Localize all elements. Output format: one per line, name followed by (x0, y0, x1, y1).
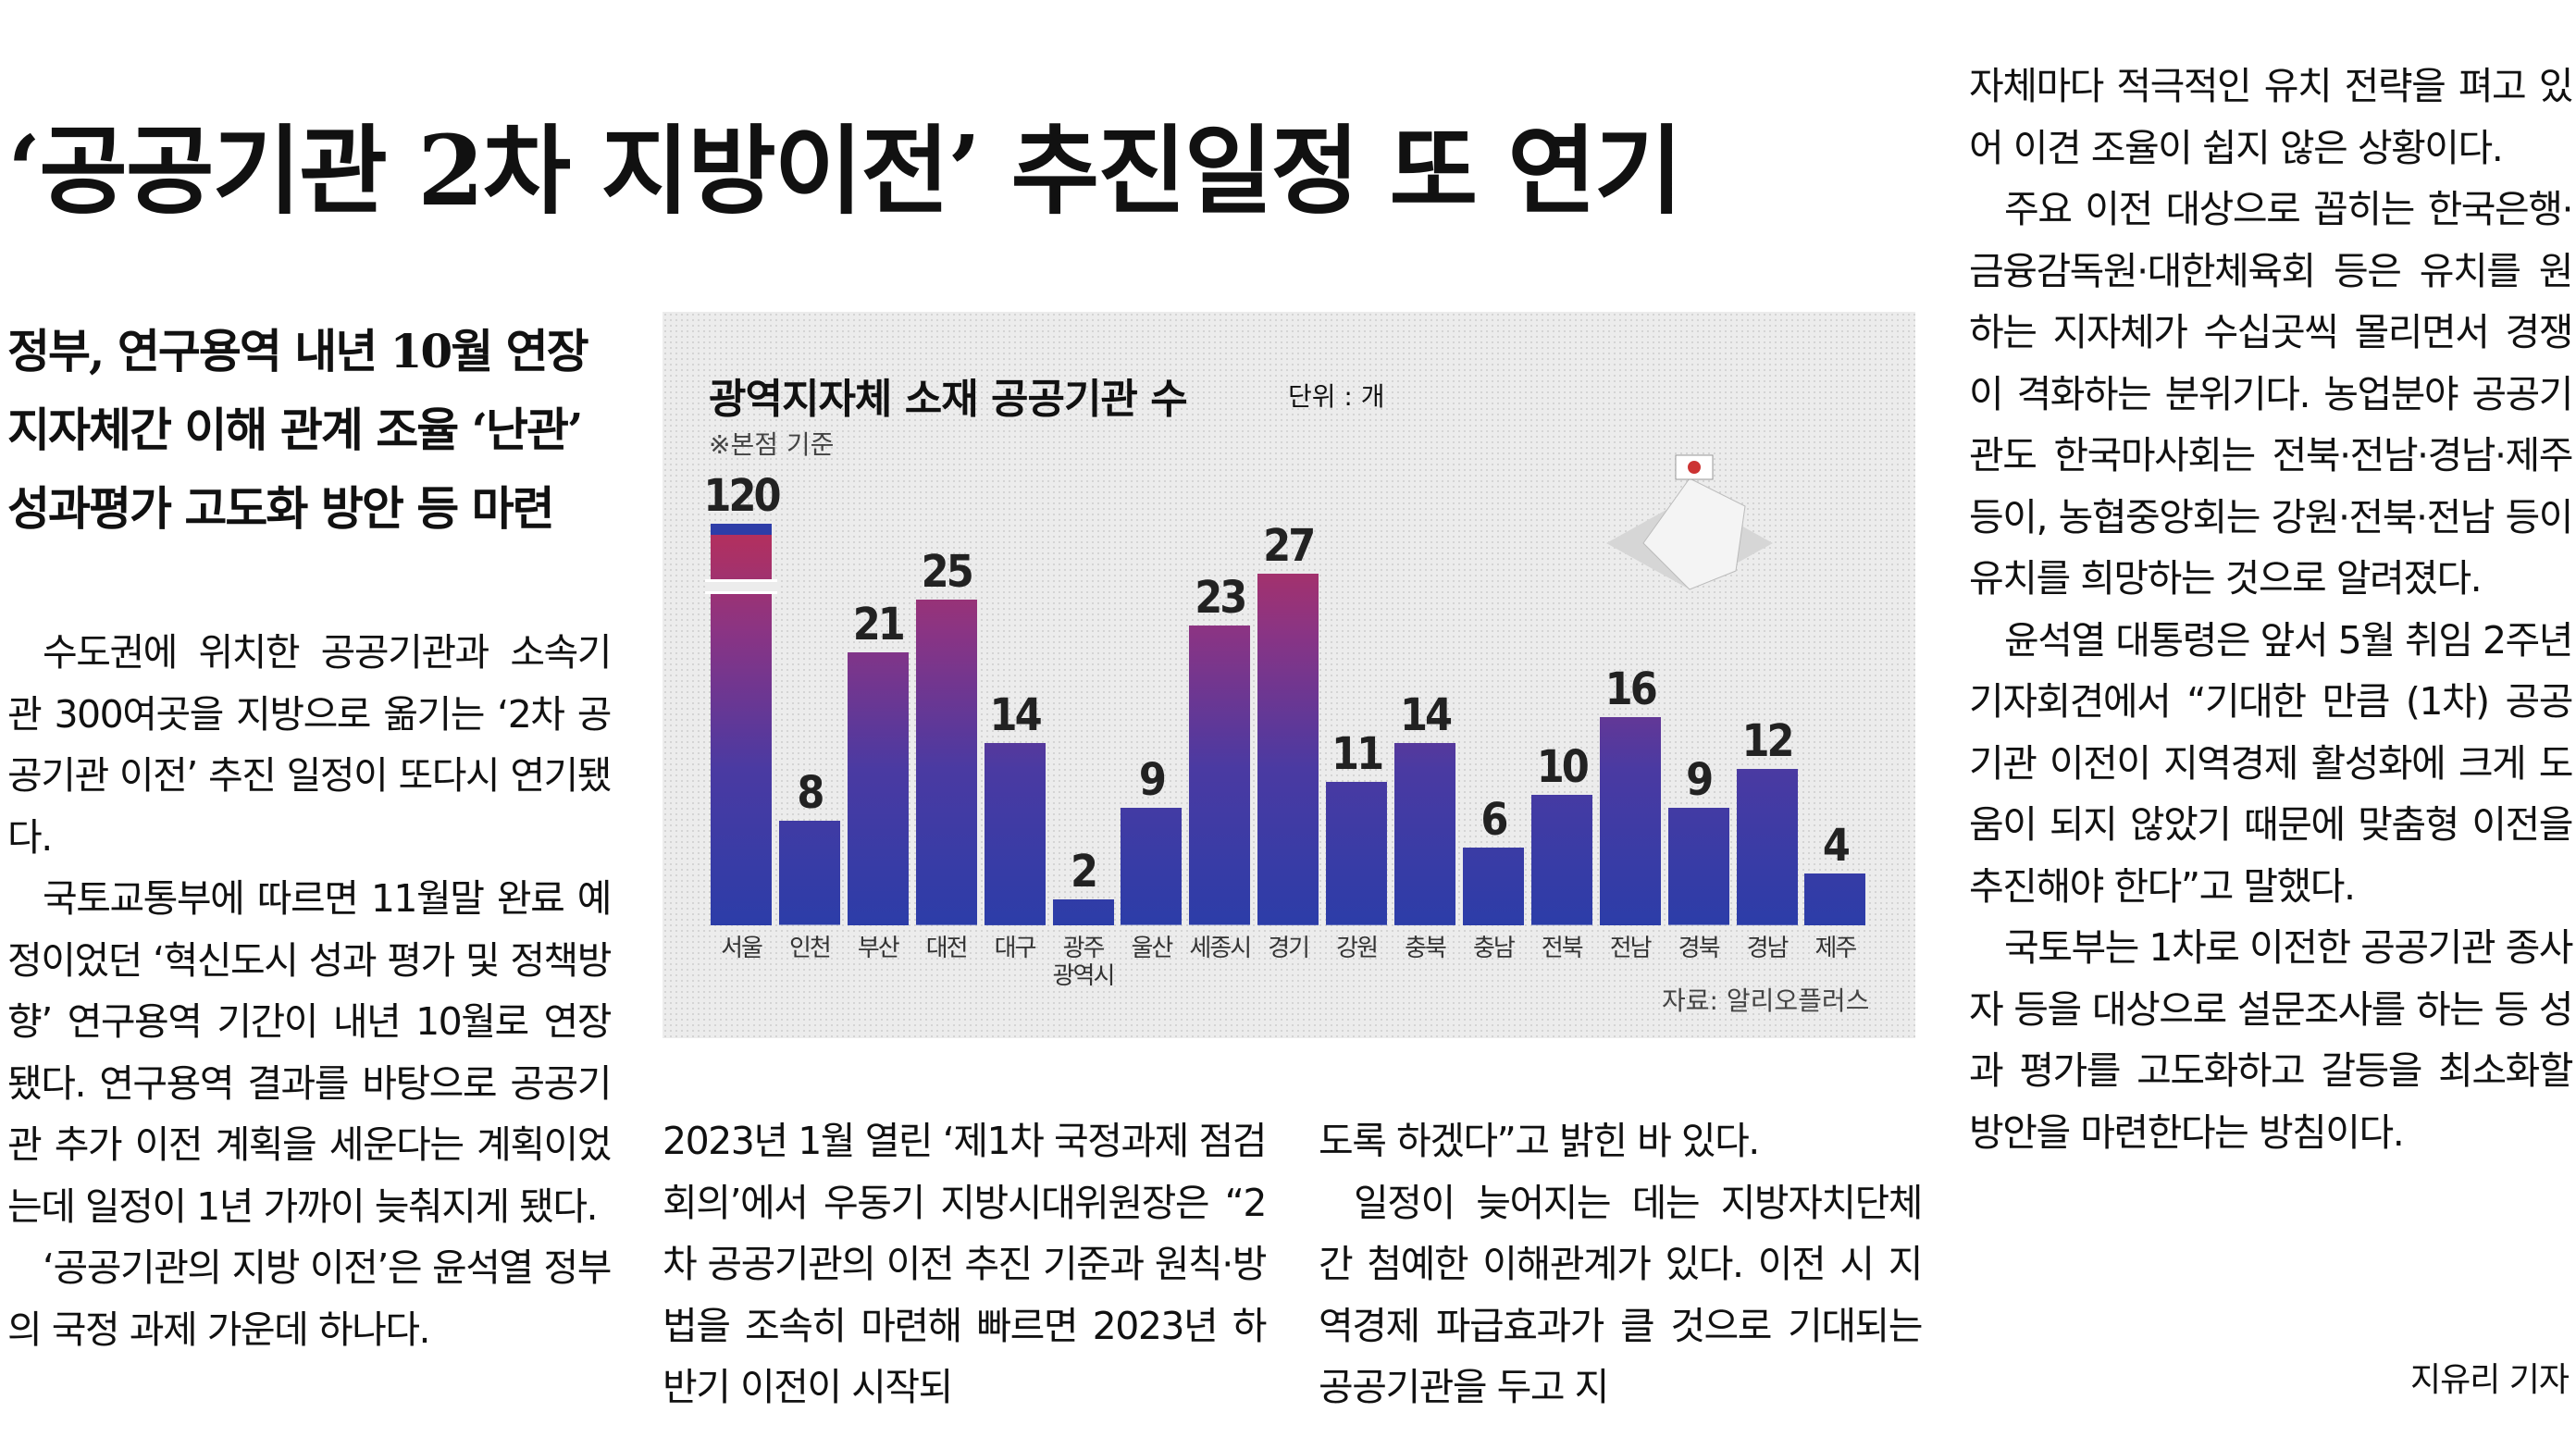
chart: 광역지자체 소재 공공기관 수 단위 : 개 ※본점 기준 자료: 알리오플러스… (663, 312, 1915, 1038)
x-tick-label: 강원 (1336, 935, 1379, 962)
bar (1736, 769, 1798, 925)
chart-title: 광역지자체 소재 공공기관 수 (709, 376, 1188, 423)
illustration (1606, 454, 1773, 590)
x-tick-label: 광주 광역시 (1052, 935, 1116, 990)
x-tick-label: 세종시 (1189, 935, 1252, 962)
x-tick-label: 경북 (1678, 935, 1721, 962)
x-tick-label: 대구 (994, 935, 1037, 962)
subhead: 성과평가 고도화 방안 등 마련 (7, 481, 555, 536)
bar (1052, 898, 1114, 925)
x-tick-label: 전북 (1541, 935, 1584, 962)
x-tick-label: 경기 (1268, 935, 1310, 962)
x-tick-label: 충남 (1472, 935, 1516, 962)
value-label: 120 (703, 470, 781, 522)
value-label: 23 (1195, 572, 1247, 625)
x-tick-label: 제주 (1814, 935, 1857, 962)
paragraph: 2023년 1월 열린 ‘제1차 국정과제 점검회의’에서 우동기 지방시대위원… (663, 1119, 1268, 1409)
value-label: 14 (1399, 689, 1453, 742)
column: 도록 하겠다”고 밝힌 바 있다. 일정이 늦어지는 데는 지방자치단체간 첨예… (1319, 1110, 1924, 1418)
x-tick-label: 경남 (1746, 935, 1790, 962)
chart-note: ※본점 기준 (709, 429, 835, 460)
paragraph: 일정이 늦어지는 데는 지방자치단체간 첨예한 이해관계가 있다. 이전 시 지… (1319, 1180, 1924, 1410)
value-label: 6 (1480, 793, 1508, 846)
bar (1530, 795, 1592, 925)
chart-source: 자료: 알리오플러스 (1662, 985, 1870, 1016)
value-label: 21 (852, 598, 906, 650)
bar (1599, 716, 1661, 925)
value-label: 10 (1536, 741, 1590, 794)
column: 자체마다 적극적인 유치 전략을 펴고 있어 이견 조율이 쉽지 않은 상황이다… (1969, 56, 2574, 1163)
paragraph: 도록 하겠다”고 밝힌 바 있다. (1319, 1119, 1760, 1163)
value-label: 14 (989, 689, 1043, 742)
paragraph: 주요 이전 대상으로 꼽히는 한국은행·금융감독원·대한체육회 등은 유치를 원… (1969, 187, 2574, 601)
value-label: 2 (1070, 845, 1098, 898)
bar (1394, 743, 1455, 925)
value-label: 9 (1138, 754, 1167, 807)
paragraph: 수도권에 위치한 공공기관과 소속기관 300여곳을 지방으로 옮기는 ‘2차 … (7, 630, 613, 860)
x-tick-label: 부산 (857, 935, 900, 962)
paragraph: ‘공공기관의 지방 이전’은 윤석열 정부의 국정 과제 가운데 하나다. (7, 1245, 613, 1352)
bar (1326, 782, 1388, 925)
paragraph: 국토부는 1차로 이전한 공공기관 종사자 등을 대상으로 설문조사를 하는 등… (1969, 925, 2574, 1155)
bar (1667, 808, 1729, 925)
bar (1462, 847, 1524, 925)
x-tick-label: 충북 (1405, 935, 1447, 962)
x-tick-label: 서울 (721, 935, 763, 962)
paragraph: 국토교통부에 따르면 11월말 완료 예정이었던 ‘혁신도시 성과 평가 및 정… (7, 876, 613, 1229)
value-label: 8 (797, 767, 824, 820)
paragraph: 윤석열 대통령은 앞서 5월 취임 2주년 기자회견에서 “기대한 만큼 (1차… (1969, 617, 2574, 909)
value-label: 4 (1822, 819, 1851, 872)
bar (1189, 626, 1251, 925)
bar (1257, 574, 1319, 925)
paragraph: 자체마다 적극적인 유치 전략을 펴고 있어 이견 조율이 쉽지 않은 상황이다… (1969, 64, 2574, 170)
bar (984, 743, 1046, 925)
bar (915, 600, 977, 925)
value-label: 25 (921, 546, 974, 599)
bar (847, 651, 909, 925)
value-label: 27 (1263, 520, 1316, 573)
bar (1804, 873, 1866, 925)
value-label: 12 (1741, 715, 1794, 768)
bar (1121, 808, 1183, 925)
subhead: 정부, 연구용역 내년 10월 연장 (7, 324, 589, 378)
x-tick-label: 전남 (1609, 935, 1653, 962)
value-label: 9 (1686, 754, 1714, 807)
x-tick-label: 울산 (1131, 935, 1173, 962)
value-label: 16 (1604, 663, 1658, 715)
byline: 지유리 기자 (2409, 1361, 2570, 1399)
x-tick-label: 인천 (788, 935, 832, 962)
headline: ‘공공기관 2차 지방이전’ 추진일정 또 연기 (7, 114, 1683, 228)
value-label: 11 (1331, 728, 1384, 781)
subhead: 지자체간 이해 관계 조율 ‘난관’ (7, 403, 583, 457)
column: 수도권에 위치한 공공기관과 소속기관 300여곳을 지방으로 옮기는 ‘2차 … (7, 622, 613, 1360)
column: 2023년 1월 열린 ‘제1차 국정과제 점검회의’에서 우동기 지방시대위원… (663, 1110, 1268, 1418)
chart-unit: 단위 : 개 (1288, 381, 1385, 412)
axis-break (705, 579, 777, 594)
bar (778, 821, 840, 925)
x-tick-label: 대전 (925, 935, 969, 962)
